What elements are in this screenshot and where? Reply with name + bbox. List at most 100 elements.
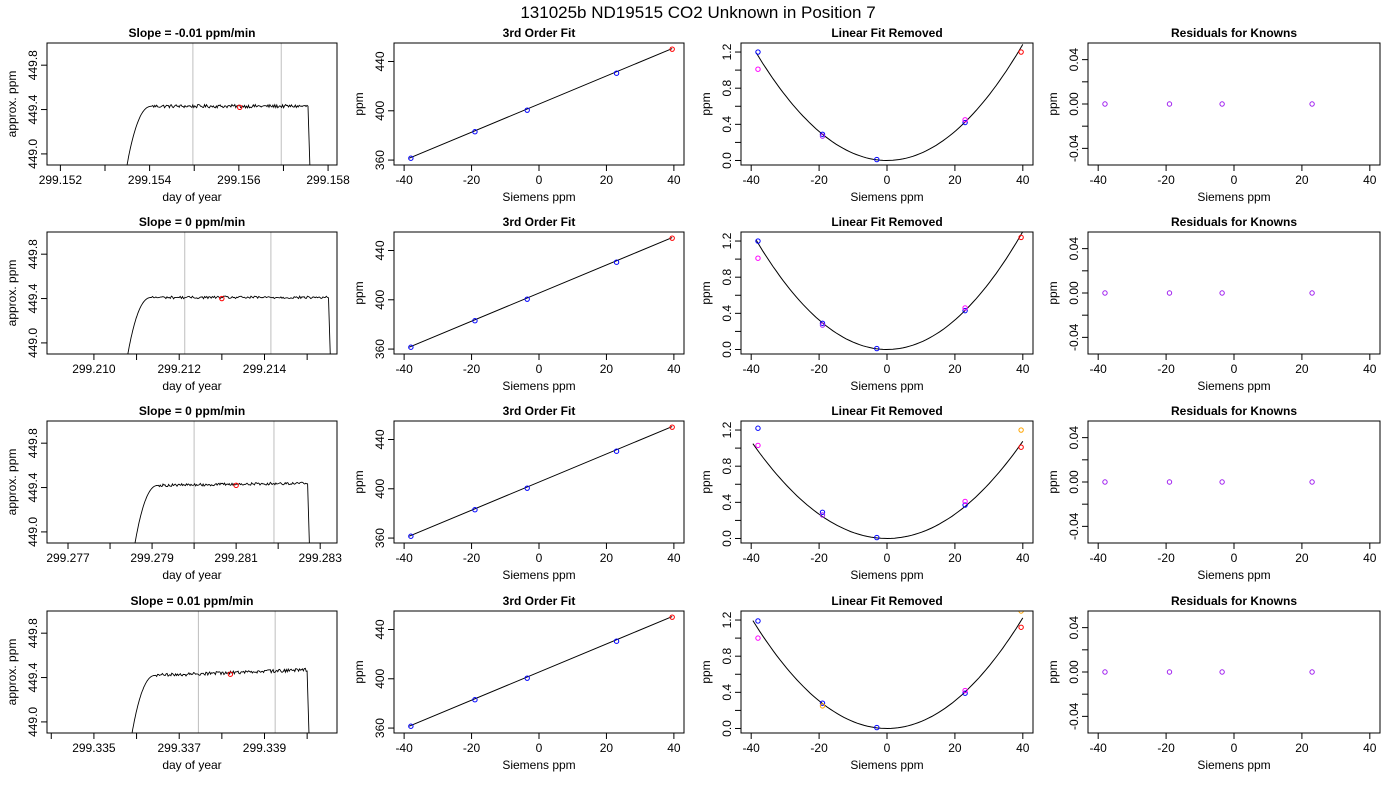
- mean-marker: [233, 482, 239, 489]
- panel-r2-c3: Residuals for Knowns -40 -20 0 20 40 -0.04 0.00…: [1046, 404, 1381, 582]
- y-tick-label: 0.4: [720, 305, 734, 322]
- data-point: [819, 320, 826, 326]
- plot-area: [1102, 669, 1315, 675]
- plot-frame: [740, 610, 1034, 734]
- panel-title: Slope = -0.01 ppm/min: [128, 26, 255, 40]
- plot-area: [408, 424, 675, 539]
- y-tick-label: 0.8: [720, 80, 734, 97]
- y-axis-ticks: -0.04 0.00 0.04: [1067, 426, 1088, 540]
- x-tick-label: 299.283: [298, 551, 342, 565]
- data-point: [1018, 49, 1024, 55]
- mean-marker: [219, 295, 225, 302]
- panel-r3-c3: Residuals for Knowns -40 -20 0 20 40 -0.04 0.00…: [1046, 594, 1381, 772]
- data-point: [408, 533, 414, 539]
- data-point: [1018, 611, 1024, 614]
- data-point: [408, 344, 414, 350]
- x-axis-label: Siemens ppm: [1197, 758, 1270, 772]
- x-axis-ticks: -40 -20 0 20 40: [743, 165, 1030, 187]
- x-tick-label: -20: [1157, 173, 1175, 187]
- panel-r1-c0: Slope = 0 ppm/min 299.210 299.212 299.214 44…: [5, 215, 338, 393]
- x-tick-label: 40: [1016, 551, 1030, 565]
- x-axis-ticks: -40 -20 0 20 40: [1090, 165, 1377, 187]
- y-axis-label: approx. ppm: [5, 71, 19, 138]
- data-point: [819, 133, 826, 139]
- x-axis-ticks: -40 -20 0 20 40: [743, 354, 1030, 376]
- data-point: [1309, 101, 1315, 107]
- y-axis-label: ppm: [699, 281, 713, 304]
- data-point: [1309, 290, 1315, 296]
- y-tick-label: 440: [373, 429, 387, 449]
- y-axis-label: ppm: [1046, 281, 1060, 304]
- data-point: [1219, 101, 1225, 107]
- y-axis-label: ppm: [352, 470, 366, 493]
- mean-marker: [237, 104, 243, 111]
- panel-title: Slope = 0.01 ppm/min: [130, 594, 253, 608]
- y-axis-label: approx. ppm: [5, 449, 19, 516]
- y-tick-label: 0.00: [1067, 470, 1081, 494]
- data-point: [819, 509, 826, 515]
- y-tick-label: 449.4: [26, 472, 40, 502]
- x-axis-label: Siemens ppm: [1197, 568, 1270, 582]
- data-point: [524, 296, 530, 302]
- x-tick-label: 40: [1363, 173, 1377, 187]
- plot-frame: [1087, 610, 1381, 734]
- y-tick-label: 0.0: [720, 341, 734, 358]
- plot-frame: [740, 420, 1034, 544]
- x-axis-ticks: -40 -20 0 20 40: [1090, 543, 1377, 565]
- x-tick-label: 299.158: [306, 173, 350, 187]
- panel-title: Residuals for Knowns: [1171, 215, 1297, 229]
- y-tick-label: 360: [373, 718, 387, 738]
- x-tick-label: 20: [600, 551, 614, 565]
- data-point: [962, 498, 968, 505]
- data-point: [755, 66, 761, 72]
- y-axis-ticks: 360 400 440: [373, 429, 394, 548]
- panel-title: 3rd Order Fit: [503, 404, 576, 418]
- data-point: [1166, 479, 1173, 485]
- y-tick-label: 440: [373, 619, 387, 639]
- x-axis-label: day of year: [162, 190, 221, 204]
- data-point: [962, 119, 968, 126]
- data-point: [613, 638, 620, 644]
- x-tick-label: 20: [1295, 551, 1309, 565]
- y-tick-label: 449.4: [26, 94, 40, 124]
- x-tick-label: 299.279: [130, 551, 174, 565]
- plot-area: [126, 43, 311, 165]
- plot-area: [755, 232, 1024, 352]
- plot-area: [408, 235, 675, 350]
- y-axis-label: ppm: [1046, 470, 1060, 493]
- x-tick-label: -40: [743, 741, 761, 755]
- fit-curve: [755, 44, 1024, 162]
- x-tick-label: 0: [536, 551, 543, 565]
- data-point: [613, 259, 620, 265]
- y-tick-label: -0.04: [1067, 134, 1081, 162]
- y-tick-label: 1.2: [720, 43, 734, 60]
- x-axis-ticks: -40 -20 0 20 40: [395, 354, 681, 376]
- y-axis-ticks: 360 400 440: [373, 51, 394, 170]
- x-tick-label: 299.212: [158, 362, 202, 376]
- y-tick-label: 449.8: [26, 428, 40, 458]
- y-axis-ticks: 449.0 449.4 449.8: [26, 618, 47, 737]
- data-point: [524, 485, 530, 491]
- x-axis-ticks: -40 -20 0 20 40: [395, 733, 681, 755]
- data-point: [962, 690, 968, 696]
- x-tick-label: 20: [948, 551, 962, 565]
- data-point: [669, 46, 675, 52]
- x-tick-label: -40: [743, 551, 761, 565]
- y-axis-ticks: 360 400 440: [373, 619, 394, 738]
- y-tick-label: 0.04: [1067, 616, 1081, 640]
- x-tick-label: 299.281: [214, 551, 258, 565]
- data-point: [1219, 290, 1225, 296]
- x-tick-label: 20: [948, 362, 962, 376]
- x-tick-label: 0: [884, 362, 891, 376]
- plot-frame: [393, 610, 685, 734]
- y-tick-label: 440: [373, 240, 387, 260]
- x-tick-label: -20: [810, 741, 828, 755]
- data-point: [1018, 234, 1024, 241]
- fit-curve: [755, 232, 1024, 351]
- x-tick-label: -40: [1090, 551, 1108, 565]
- data-point: [755, 635, 761, 641]
- plot-frame: [393, 231, 685, 355]
- x-tick-label: 40: [667, 362, 681, 376]
- y-tick-label: -0.04: [1067, 512, 1081, 540]
- x-tick-label: 20: [948, 173, 962, 187]
